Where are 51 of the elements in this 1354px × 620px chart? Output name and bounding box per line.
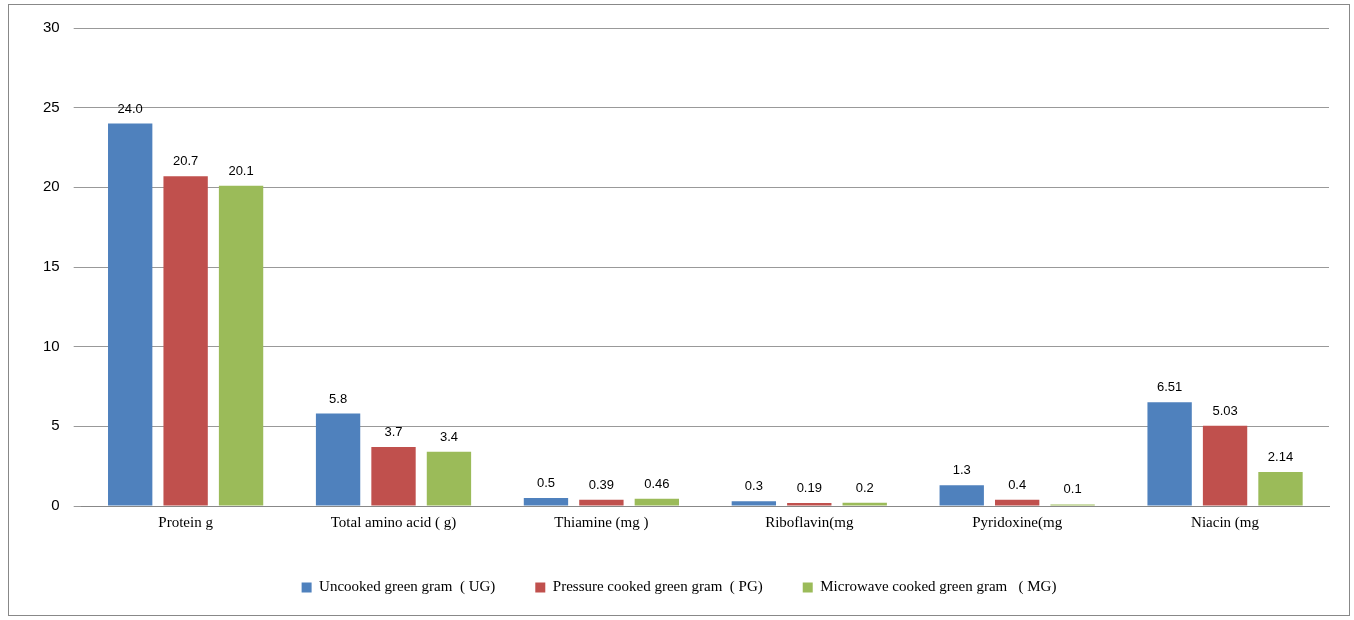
x-tick-label: Riboflavin(mg bbox=[765, 513, 854, 531]
data-label: 1.3 bbox=[952, 462, 971, 478]
y-tick-label: 0 bbox=[51, 496, 60, 514]
y-tick-label: 10 bbox=[43, 336, 60, 354]
bar bbox=[108, 123, 153, 506]
data-label: 0.1 bbox=[1063, 481, 1082, 497]
data-label: 20.1 bbox=[228, 162, 254, 178]
data-label: 0.4 bbox=[1008, 476, 1027, 492]
x-tick-label: Pyridoxine(mg bbox=[972, 513, 1063, 531]
bar bbox=[371, 447, 416, 506]
data-label: 6.51 bbox=[1156, 379, 1183, 395]
data-label: 24.0 bbox=[117, 100, 143, 116]
data-label: 3.7 bbox=[384, 424, 403, 440]
bar bbox=[842, 502, 887, 506]
bar bbox=[579, 499, 624, 506]
x-tick-label: Niacin (mg bbox=[1191, 513, 1260, 531]
data-label: 0.5 bbox=[536, 475, 555, 491]
bar bbox=[1258, 471, 1303, 506]
bar bbox=[315, 413, 361, 506]
legend-label: Pressure cooked green gram ( PG) bbox=[552, 578, 763, 596]
bar bbox=[731, 501, 777, 506]
legend-label: Microwave cooked green gram ( MG) bbox=[820, 578, 1057, 596]
data-label: 0.3 bbox=[744, 478, 763, 494]
y-tick-label: 15 bbox=[43, 257, 60, 275]
data-label: 0.19 bbox=[796, 480, 822, 496]
x-tick-label: Total amino acid ( g) bbox=[330, 513, 457, 531]
bar bbox=[787, 502, 832, 506]
bar bbox=[1147, 402, 1192, 506]
data-label: 5.8 bbox=[329, 390, 348, 406]
bar bbox=[939, 485, 984, 506]
bar bbox=[1202, 425, 1248, 506]
data-label: 5.03 bbox=[1212, 402, 1238, 418]
x-tick-label: Thiamine (mg ) bbox=[554, 513, 649, 531]
y-tick-label: 20 bbox=[43, 177, 60, 195]
bar bbox=[426, 451, 472, 506]
y-tick-label: 30 bbox=[43, 18, 60, 36]
data-label: 0.39 bbox=[588, 476, 615, 492]
data-label: 0.46 bbox=[644, 475, 670, 491]
data-label: 0.2 bbox=[855, 479, 874, 495]
legend-label: Uncooked green gram ( UG) bbox=[319, 578, 496, 596]
y-tick-label: 5 bbox=[51, 416, 60, 434]
data-label: 2.14 bbox=[1267, 448, 1294, 464]
data-label: 20.7 bbox=[172, 153, 199, 169]
x-tick-label: Protein g bbox=[158, 513, 214, 530]
bar bbox=[995, 499, 1040, 506]
y-tick-label: 25 bbox=[43, 97, 60, 115]
bar bbox=[218, 185, 264, 506]
bar bbox=[634, 498, 680, 506]
data-label: 3.4 bbox=[439, 428, 458, 444]
bar bbox=[163, 176, 208, 506]
bar bbox=[523, 498, 569, 506]
